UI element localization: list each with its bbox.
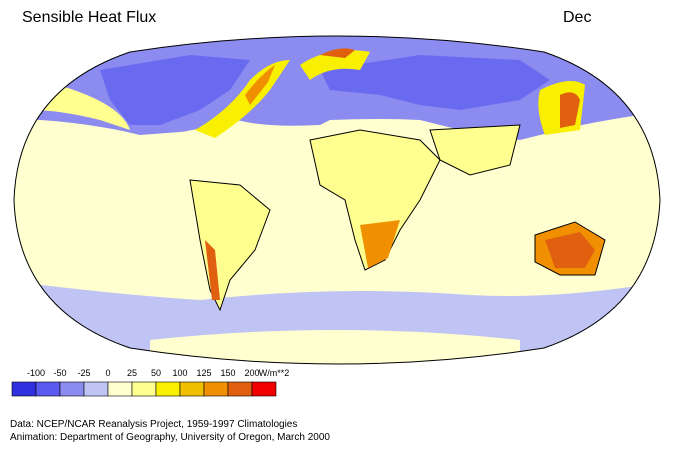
andes-warm	[205, 240, 220, 300]
colorbar-tick-label: 150	[220, 368, 235, 378]
kuroshio-core	[560, 92, 580, 128]
colorbar: -100 -50 -25 0 25 50 100 125 150 200 W/m**2	[11, 368, 290, 397]
norwegian-sea	[300, 50, 370, 80]
colorbar-box	[83, 381, 109, 397]
colorbar-tick-label: 50	[151, 368, 161, 378]
colorbar-box	[155, 381, 181, 397]
south-africa-warm	[360, 220, 400, 268]
gulf-stream-core	[245, 65, 275, 105]
colorbar-tick-label: -50	[53, 368, 66, 378]
colorbar-unit: W/m**2	[259, 368, 290, 378]
colorbar-box	[227, 381, 253, 397]
norwegian-core	[320, 48, 355, 58]
colorbar-tick-label: 125	[196, 368, 211, 378]
data-credit: Data: NCEP/NCAR Reanalysis Project, 1959…	[10, 419, 297, 430]
colorbar-tick-label: 25	[127, 368, 137, 378]
north-america-cold	[100, 55, 250, 125]
colorbar-tick-label: -100	[27, 368, 45, 378]
colorbar-box	[203, 381, 229, 397]
colorbar-box	[11, 381, 37, 397]
colorbar-box	[251, 381, 277, 397]
colorbar-box	[35, 381, 61, 397]
colorbar-box	[59, 381, 85, 397]
colorbar-box	[107, 381, 133, 397]
month-label: Dec	[563, 9, 591, 26]
colorbar-box	[179, 381, 205, 397]
africa	[309, 129, 441, 271]
south-asia	[429, 124, 521, 176]
map	[14, 36, 660, 364]
antarctica	[150, 330, 520, 364]
colorbar-tick-label: 100	[172, 368, 187, 378]
colorbar-box	[131, 381, 157, 397]
colorbar-tick-label: 0	[105, 368, 110, 378]
eurasia-cold	[320, 55, 550, 110]
australia-core	[545, 232, 595, 268]
map-title: Sensible Heat Flux	[22, 9, 156, 26]
colorbar-tick-label: -25	[77, 368, 90, 378]
map-outline	[13, 35, 661, 365]
colorbar-tick-label: 200	[244, 368, 259, 378]
animation-credit: Animation: Department of Geography, Univ…	[10, 432, 330, 443]
